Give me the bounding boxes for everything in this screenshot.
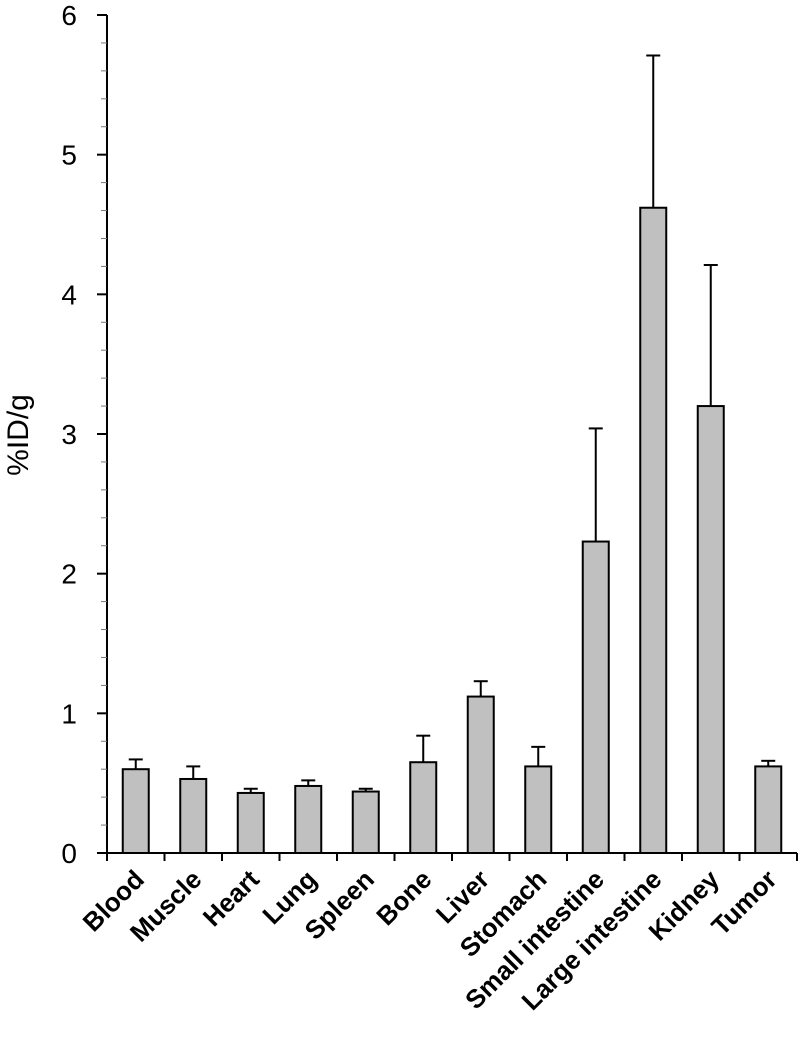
- bar: [294, 784, 323, 855]
- bar: [121, 768, 150, 855]
- bar: [236, 791, 265, 855]
- y-tick-label: 1: [61, 698, 77, 729]
- y-tick-label: 0: [61, 838, 77, 869]
- y-tick-label: 3: [61, 419, 77, 450]
- bar: [524, 765, 553, 855]
- x-category-label: Heart: [197, 864, 265, 932]
- bar: [351, 790, 380, 855]
- y-tick-label: 6: [61, 0, 77, 31]
- plot-area: 0123456BloodMuscleHeartLungSpleenBoneLiv…: [61, 0, 798, 1016]
- bar: [179, 777, 208, 855]
- x-category-label: Bone: [370, 864, 437, 931]
- x-category-label: Tumor: [705, 864, 782, 941]
- y-axis-title: %ID/g: [2, 394, 35, 476]
- bar: [696, 405, 725, 854]
- bar: [409, 761, 438, 855]
- bar: [754, 765, 783, 855]
- bar: [639, 206, 668, 855]
- y-tick-label: 2: [61, 559, 77, 590]
- y-tick-label: 5: [61, 140, 77, 171]
- bar: [581, 540, 610, 854]
- bar: [466, 695, 495, 854]
- y-tick-label: 4: [61, 279, 77, 310]
